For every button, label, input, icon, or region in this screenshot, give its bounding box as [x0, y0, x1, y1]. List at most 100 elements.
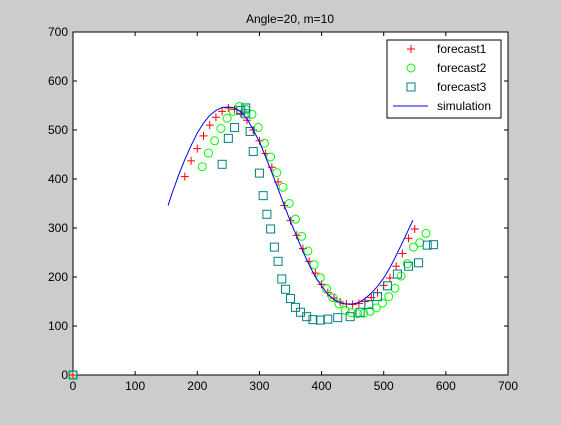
data-point-forecast1	[385, 273, 394, 282]
data-point-forecast3	[223, 133, 233, 143]
data-point-forecast3	[258, 191, 268, 201]
data-point-forecast2	[203, 148, 213, 158]
data-point-forecast1	[69, 371, 77, 379]
data-point-forecast1	[180, 172, 189, 181]
legend-swatch	[406, 63, 416, 73]
data-point-forecast3	[404, 261, 414, 271]
data-point-forecast2	[278, 182, 288, 192]
data-point-forecast2	[216, 124, 226, 134]
data-point-forecast1	[311, 269, 320, 278]
y-tick-label: 400	[48, 172, 68, 186]
legend-label: forecast1	[437, 42, 487, 56]
data-point-forecast3	[217, 159, 227, 169]
data-point-forecast3	[277, 274, 287, 284]
data-point-forecast3	[382, 281, 392, 291]
data-point-forecast3	[414, 258, 424, 268]
legend-item-forecast3: forecast3	[406, 80, 487, 94]
x-tick-label: 100	[125, 379, 145, 393]
data-point-forecast3	[262, 209, 272, 219]
series-layer	[68, 101, 438, 380]
series-forecast3	[68, 103, 438, 380]
data-point-forecast3	[241, 103, 251, 113]
legend-label: simulation	[437, 99, 491, 113]
data-point-forecast2	[290, 214, 300, 224]
data-point-forecast2	[415, 238, 425, 248]
data-point-forecast3	[422, 240, 432, 250]
data-point-forecast2	[247, 109, 257, 119]
x-tick-label: 200	[187, 379, 207, 393]
data-point-forecast1	[218, 107, 227, 116]
x-tick-label: 600	[436, 379, 456, 393]
data-point-forecast2	[377, 298, 387, 308]
data-point-forecast3	[373, 292, 382, 302]
data-point-forecast3	[273, 256, 283, 266]
data-point-forecast1	[205, 121, 214, 130]
data-point-forecast3	[236, 105, 246, 115]
x-axis: 0 100 200 300 400 500 600 700	[70, 32, 518, 393]
data-point-forecast1	[392, 262, 401, 271]
y-tick-label: 0	[61, 368, 68, 382]
data-point-forecast2	[384, 292, 394, 302]
data-point-forecast3	[428, 240, 438, 250]
data-point-forecast1	[211, 113, 220, 122]
data-point-forecast2	[309, 260, 319, 270]
data-point-forecast3	[230, 123, 240, 133]
data-point-forecast1	[398, 249, 407, 258]
legend-box	[386, 39, 502, 119]
legend-swatch	[407, 45, 415, 53]
data-point-forecast2	[266, 152, 276, 162]
data-point-forecast1	[410, 224, 419, 233]
data-point-forecast1	[193, 144, 202, 153]
data-point-forecast2	[421, 228, 431, 238]
data-point-forecast3	[266, 224, 276, 234]
data-point-forecast3	[308, 315, 318, 325]
data-point-forecast2	[390, 283, 400, 293]
y-axis: 0 100 200 300 400 500 600 700	[48, 25, 508, 382]
legend-swatch	[406, 82, 416, 92]
data-point-forecast2	[303, 246, 313, 256]
y-tick-label: 600	[48, 74, 68, 88]
data-point-forecast2	[210, 136, 220, 146]
data-point-forecast3	[269, 242, 279, 252]
data-point-forecast3	[392, 269, 402, 279]
legend: forecast1 forecast2 forecast3 simulation	[386, 39, 502, 119]
x-tick-label: 400	[312, 379, 332, 393]
data-point-forecast2	[284, 199, 294, 208]
data-point-forecast3	[345, 312, 355, 322]
x-tick-label: 700	[498, 379, 518, 393]
data-point-forecast2	[297, 231, 307, 241]
data-point-forecast3	[290, 302, 300, 312]
data-point-forecast3	[248, 147, 258, 157]
data-point-forecast3	[254, 168, 264, 178]
data-point-forecast2	[353, 309, 363, 319]
y-tick-label: 500	[48, 123, 68, 137]
data-point-forecast3	[364, 299, 374, 309]
data-point-forecast2	[197, 162, 207, 172]
data-point-forecast2	[340, 305, 350, 315]
data-point-forecast2	[328, 293, 338, 303]
x-tick-label: 300	[249, 379, 269, 393]
data-point-forecast2	[371, 303, 381, 313]
y-tick-label: 200	[48, 270, 68, 284]
data-point-forecast3	[323, 314, 333, 324]
series-simulation	[167, 106, 414, 305]
chart-title: Angle=20, m=10	[246, 12, 334, 26]
data-point-forecast3	[68, 370, 78, 380]
data-point-forecast3	[281, 284, 291, 294]
data-point-forecast3	[302, 312, 312, 322]
y-tick-label: 100	[48, 319, 68, 333]
y-tick-label: 700	[48, 25, 68, 39]
data-point-forecast1	[404, 234, 413, 243]
legend-item-simulation: simulation	[393, 99, 491, 113]
legend-item-forecast2: forecast2	[406, 61, 487, 75]
legend-item-forecast1: forecast1	[407, 42, 487, 56]
y-tick-label: 300	[48, 221, 68, 235]
data-point-forecast3	[315, 315, 325, 325]
series-line-simulation	[167, 106, 414, 305]
legend-label: forecast3	[437, 80, 487, 94]
data-point-forecast2	[334, 299, 344, 309]
x-tick-label: 500	[374, 379, 394, 393]
legend-label: forecast2	[437, 61, 487, 75]
